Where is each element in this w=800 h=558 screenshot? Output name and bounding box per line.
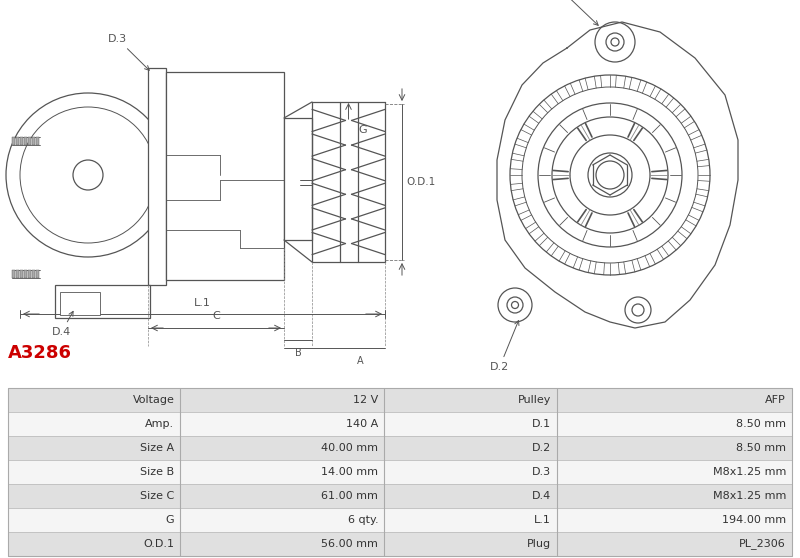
Text: 56.00 mm: 56.00 mm [322,539,378,549]
Text: B: B [294,348,302,358]
Bar [384,436,557,460]
Bar [166,72,284,280]
Text: PL_2306: PL_2306 [739,538,786,550]
Bar [557,436,792,460]
Bar [8,436,181,460]
Text: 40.00 mm: 40.00 mm [322,443,378,453]
Bar [8,388,792,556]
Bar [8,508,181,532]
Bar [284,118,312,240]
Text: Size B: Size B [140,467,174,477]
Text: AFP: AFP [766,395,786,405]
Text: D.4: D.4 [52,311,73,337]
Bar [16,270,19,278]
Text: D.1: D.1 [532,419,550,429]
Text: Pulley: Pulley [518,395,550,405]
Bar [557,532,792,556]
Text: 140 A: 140 A [346,419,378,429]
Bar [557,388,792,412]
Bar [181,484,384,508]
Text: 6 qty.: 6 qty. [348,515,378,525]
Bar [384,460,557,484]
Text: 8.50 mm: 8.50 mm [736,419,786,429]
Text: Plug: Plug [526,539,550,549]
Text: O.D.1: O.D.1 [406,177,435,187]
Bar [181,412,384,436]
Bar [28,270,31,278]
Bar [12,137,15,145]
Bar [384,412,557,436]
Text: M8x1.25 mm: M8x1.25 mm [713,491,786,501]
Text: Voltage: Voltage [133,395,174,405]
Text: D.2: D.2 [531,443,550,453]
Text: Amp.: Amp. [146,419,174,429]
Bar [24,137,27,145]
Bar [20,270,23,278]
Bar [55,285,150,318]
Text: D.3: D.3 [532,467,550,477]
Bar [8,460,181,484]
Text: 194.00 mm: 194.00 mm [722,515,786,525]
Bar [32,270,35,278]
Text: A: A [357,356,363,366]
Text: L.1: L.1 [534,515,550,525]
Text: G: G [166,515,174,525]
Text: Size A: Size A [140,443,174,453]
Bar [557,412,792,436]
Bar [384,388,557,412]
Bar [60,292,100,315]
Text: D.2: D.2 [490,321,519,372]
Bar [384,508,557,532]
Bar [557,484,792,508]
Text: A3286: A3286 [8,344,72,362]
Bar [36,137,39,145]
Text: 12 V: 12 V [353,395,378,405]
Text: Size C: Size C [140,491,174,501]
Bar [557,508,792,532]
Text: 61.00 mm: 61.00 mm [322,491,378,501]
Text: D.1: D.1 [540,0,598,25]
Bar [384,532,557,556]
Bar [181,436,384,460]
Text: C: C [212,311,220,321]
Text: D.4: D.4 [531,491,550,501]
Text: G: G [358,125,367,135]
Text: D.3: D.3 [108,34,150,70]
Bar [181,460,384,484]
Bar [32,137,35,145]
Bar [24,270,27,278]
Bar [16,137,19,145]
Text: 14.00 mm: 14.00 mm [322,467,378,477]
Text: M8x1.25 mm: M8x1.25 mm [713,467,786,477]
Text: L.1: L.1 [194,298,211,308]
Bar [148,68,166,285]
Bar [28,137,31,145]
Bar [36,270,39,278]
Bar [181,532,384,556]
Bar [557,460,792,484]
Bar [12,270,15,278]
Bar [8,412,181,436]
Bar [8,388,181,412]
Text: 8.50 mm: 8.50 mm [736,443,786,453]
Text: O.D.1: O.D.1 [143,539,174,549]
Bar [20,137,23,145]
Bar [384,484,557,508]
Bar [181,388,384,412]
Bar [181,508,384,532]
Bar [8,484,181,508]
Bar [8,532,181,556]
